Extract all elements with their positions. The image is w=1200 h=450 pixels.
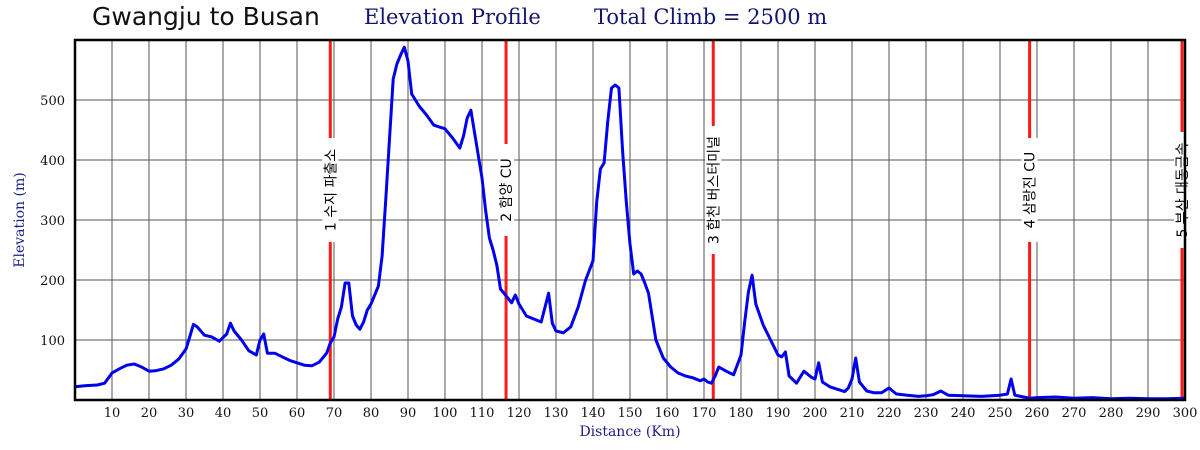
x-tick-label: 240 [951,406,976,421]
x-tick-label: 40 [215,406,232,421]
x-tick-label: 200 [803,406,828,421]
x-tick-label: 80 [363,406,380,421]
plot-frame [73,38,1187,402]
x-tick-label: 180 [729,406,754,421]
stop-label-background [322,138,339,242]
x-tick-label: 160 [655,406,680,421]
x-tick-label: 140 [581,406,606,421]
y-tick-label: 100 [40,334,65,349]
chart-subtitle: Elevation Profile [364,5,541,29]
x-tick-label: 300 [1173,406,1198,421]
stop-labels: 1 수지 파출소 2 함양 CU 3 합천 버스터미널 4 삼랑진 CU 5 부산 대동… [322,126,1191,254]
stop-label: 4 삼랑진 CU [1023,152,1039,228]
elevation-line [74,45,1186,401]
y-axis-label: Elevation (m) [12,172,28,267]
y-tick-label: 400 [40,154,65,169]
chart-grid [75,40,1186,400]
stop-label-background [498,144,515,236]
x-tick-label: 120 [507,406,532,421]
stop-label-background [705,126,722,254]
stop-label: 1 수지 파출소 [323,149,339,231]
x-tick-label: 130 [544,406,569,421]
route-title: Gwangju to Busan [92,2,320,31]
y-tick-label: 300 [40,214,65,229]
x-tick-label: 90 [400,406,417,421]
y-axis-ticks: 100 200 300 400 500 [40,94,65,349]
total-climb-label: Total Climb = 2500 m [594,5,828,29]
y-tick-label: 500 [40,94,65,109]
x-tick-label: 190 [766,406,791,421]
y-tick-label: 200 [40,274,65,289]
x-tick-label: 60 [289,406,306,421]
x-tick-label: 100 [433,406,458,421]
x-axis-ticks: 10 20 30 40 50 60 70 80 90 100 110 120 130 140 150 160 1… [104,406,1198,421]
stop-label: 2 함양 CU [499,158,515,222]
x-tick-label: 210 [840,406,865,421]
x-tick-label: 250 [988,406,1013,421]
x-axis-label: Distance (Km) [579,424,680,440]
x-tick-label: 50 [252,406,269,421]
x-tick-label: 170 [692,406,717,421]
stop-label: 3 합천 버스터미널 [706,136,722,244]
x-tick-label: 150 [618,406,643,421]
x-tick-label: 10 [104,406,121,421]
x-tick-label: 230 [914,406,939,421]
x-tick-label: 70 [326,406,343,421]
x-tick-label: 220 [877,406,902,421]
x-tick-label: 110 [470,406,495,421]
stop-label-background [1021,138,1038,242]
x-tick-label: 260 [1025,406,1050,421]
stop-label: 5 부산 대동금속 [1175,142,1191,237]
x-tick-label: 290 [1136,406,1161,421]
x-tick-label: 20 [141,406,158,421]
x-tick-label: 30 [178,406,195,421]
x-tick-label: 280 [1099,406,1124,421]
x-tick-label: 270 [1062,406,1087,421]
